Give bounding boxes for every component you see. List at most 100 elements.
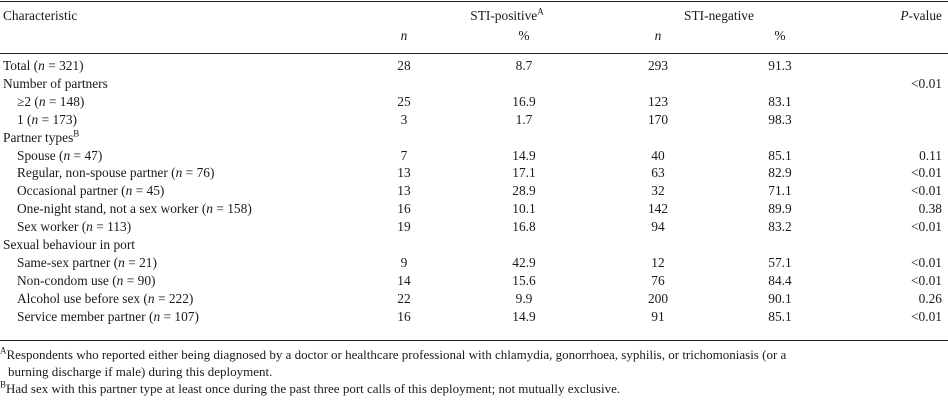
cell-sti-negative-pct: 83.2: [768, 219, 792, 235]
header-sn-n: n: [654, 28, 662, 43]
cell-sti-positive-pct: 8.7: [515, 58, 533, 73]
header-sn-pct: %: [774, 28, 786, 43]
cell-pvalue: <0.01: [911, 75, 942, 91]
cell-sti-positive-n: 9: [400, 254, 408, 270]
table-row: Total (n = 321) 28 8.7 293 91.3: [0, 57, 948, 75]
cell-sti-positive-pct: 16.9: [512, 93, 536, 109]
cell-sti-positive-pct: 14.9: [512, 147, 536, 163]
cell-sti-positive-n: 13: [397, 183, 411, 199]
cell-sti-negative-pct: 89.9: [768, 201, 792, 217]
cell-sti-positive-n: 13: [397, 165, 411, 181]
cell-sti-positive-n: 22: [397, 290, 411, 306]
table-row: Non-condom use (n = 90) 14 15.6 76 84.4 <0.01: [0, 272, 948, 290]
footnote-a: ARespondents who reported either being d…: [0, 345, 787, 379]
cell-sti-positive-pct: 17.1: [512, 165, 536, 181]
cell-sti-negative-pct: 71.1: [768, 183, 792, 199]
table-row: One-night stand, not a sex worker (n = 1…: [0, 200, 948, 218]
table-row: Number of partners <0.01: [0, 75, 948, 93]
cell-sti-positive-pct: 42.9: [512, 254, 536, 270]
cell-sti-negative-n: 293: [647, 58, 669, 73]
cell-sti-negative-pct: 98.3: [768, 111, 792, 127]
header-row-1: Characteristic STI-positiveA STI-negativ…: [0, 7, 948, 25]
header-sp-pct: %: [518, 28, 530, 43]
header-pvalue: P-value: [900, 8, 942, 23]
row-label: Number of partners: [3, 75, 108, 91]
cell-sti-negative-pct: 91.3: [768, 58, 792, 73]
cell-pvalue: <0.01: [911, 219, 942, 235]
row-label: Same-sex partner (n = 21): [17, 254, 157, 270]
cell-sti-positive-pct: 28.9: [512, 183, 536, 199]
cell-pvalue: 0.38: [918, 201, 942, 217]
cell-sti-positive-n: 3: [400, 111, 408, 127]
row-label: Non-condom use (n = 90): [17, 272, 156, 288]
row-label: ≥2 (n = 148): [17, 93, 85, 109]
cell-sti-positive-pct: 14.9: [512, 308, 536, 324]
cell-sti-negative-n: 170: [647, 111, 669, 127]
table-top-rule: [0, 1, 948, 2]
table-row: 1 (n = 173) 3 1.7 170 98.3: [0, 111, 948, 129]
cell-sti-positive-pct: 1.7: [515, 111, 533, 127]
cell-sti-positive-n: 16: [397, 201, 411, 217]
row-label: One-night stand, not a sex worker (n = 1…: [17, 201, 252, 217]
header-sp-n: n: [400, 28, 408, 43]
cell-pvalue: <0.01: [911, 254, 942, 270]
cell-sti-positive-n: 14: [397, 272, 411, 288]
cell-sti-negative-n: 200: [647, 290, 669, 306]
cell-pvalue: 0.26: [918, 290, 942, 306]
cell-pvalue: <0.01: [911, 308, 942, 324]
row-label: Partner typesB: [3, 128, 80, 145]
footnotes: ARespondents who reported either being d…: [0, 346, 944, 397]
cell-sti-negative-n: 91: [651, 308, 665, 324]
cell-sti-negative-n: 32: [651, 183, 665, 199]
cell-pvalue: 0.11: [919, 147, 942, 163]
cell-sti-negative-n: 123: [647, 93, 669, 109]
cell-sti-positive-pct: 9.9: [515, 290, 533, 306]
table-row: ≥2 (n = 148) 25 16.9 123 83.1: [0, 93, 948, 111]
header-sti-negative: STI-negative: [684, 8, 754, 23]
header-bottom-rule: [0, 53, 948, 54]
row-label: Sex worker (n = 113): [17, 219, 132, 235]
table-row: Partner typesB: [0, 129, 948, 147]
cell-sti-negative-n: 76: [651, 272, 665, 288]
header-sti-positive: STI-positiveA: [470, 6, 544, 23]
cell-sti-positive-n: 25: [397, 93, 411, 109]
table-row: Spouse (n = 47) 7 14.9 40 85.1 0.11: [0, 147, 948, 165]
table-row: Sex worker (n = 113) 19 16.8 94 83.2 <0.01: [0, 218, 948, 236]
row-label: Service member partner (n = 107): [17, 308, 199, 324]
cell-sti-negative-pct: 85.1: [768, 147, 792, 163]
table-row: Regular, non-spouse partner (n = 76) 13 17…: [0, 164, 948, 182]
row-label: Sexual behaviour in port: [3, 237, 136, 252]
cell-sti-negative-n: 63: [651, 165, 665, 181]
cell-sti-negative-pct: 85.1: [768, 308, 792, 324]
cell-sti-negative-n: 94: [651, 219, 665, 235]
row-label: Occasional partner (n = 45): [17, 183, 165, 199]
header-row-2: n % n %: [0, 27, 948, 45]
cell-sti-positive-n: 19: [397, 219, 411, 235]
cell-sti-negative-pct: 57.1: [768, 254, 792, 270]
cell-sti-positive-n: 16: [397, 308, 411, 324]
footnote-b: BHad sex with this partner type at least…: [0, 379, 621, 396]
cell-pvalue: <0.01: [911, 272, 942, 288]
row-label: Total (n = 321): [3, 58, 84, 73]
table-row: Same-sex partner (n = 21) 9 42.9 12 57.1 <0.0…: [0, 254, 948, 272]
row-label: 1 (n = 173): [17, 111, 78, 127]
table-bottom-rule: [0, 340, 948, 341]
table-row: Service member partner (n = 107) 16 14.9 91…: [0, 308, 948, 326]
table-row: Alcohol use before sex (n = 222) 22 9.9 200…: [0, 290, 948, 308]
cell-sti-negative-n: 142: [647, 201, 669, 217]
cell-sti-negative-pct: 84.4: [768, 272, 792, 288]
table-row: Occasional partner (n = 45) 13 28.9 32 71.1 <…: [0, 182, 948, 200]
row-label: Regular, non-spouse partner (n = 76): [17, 165, 215, 181]
cell-pvalue: <0.01: [911, 183, 942, 199]
row-label: Spouse (n = 47): [17, 147, 103, 163]
cell-pvalue: <0.01: [911, 165, 942, 181]
cell-sti-positive-pct: 15.6: [512, 272, 536, 288]
cell-sti-negative-pct: 83.1: [768, 93, 792, 109]
cell-sti-negative-n: 12: [651, 254, 665, 270]
row-label: Alcohol use before sex (n = 222): [17, 290, 194, 306]
cell-sti-positive-n: 28: [397, 58, 411, 73]
cell-sti-negative-pct: 90.1: [768, 290, 792, 306]
header-characteristic: Characteristic: [3, 8, 78, 23]
cell-sti-negative-n: 40: [651, 147, 665, 163]
cell-sti-positive-pct: 10.1: [512, 201, 536, 217]
